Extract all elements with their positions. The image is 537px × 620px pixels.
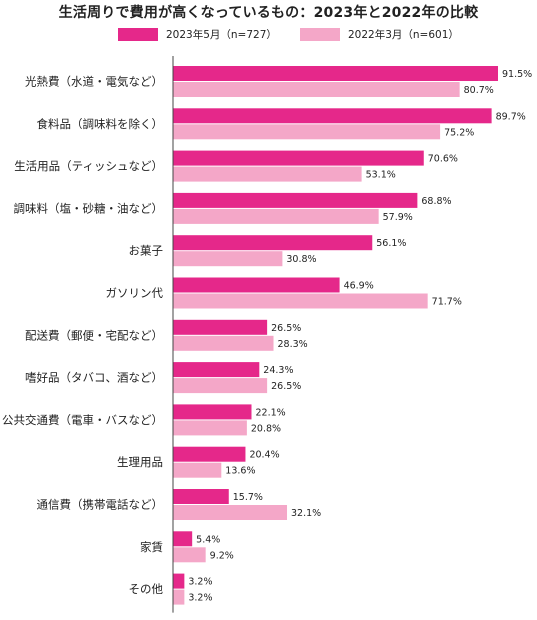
value-label-2022-7: 26.5% <box>271 381 301 392</box>
category-label-10: 通信費（携帯電話など） <box>37 498 164 512</box>
value-label-2023-2: 70.6% <box>428 154 458 165</box>
value-label-2023-8: 22.1% <box>255 407 285 418</box>
value-label-2023-3: 68.8% <box>421 196 451 207</box>
bar-2022-12 <box>173 589 185 605</box>
category-label-11: 家賃 <box>140 540 163 554</box>
category-label-7: 嗜好品（タバコ、酒など） <box>25 371 163 385</box>
category-label-5: ガソリン代 <box>106 286 164 300</box>
bar-2022-4 <box>173 251 283 267</box>
value-label-2023-1: 89.7% <box>496 111 526 122</box>
legend-label-2023: 2023年5月（n=727） <box>166 28 277 41</box>
bar-2023-3 <box>173 192 418 208</box>
value-label-2022-4: 30.8% <box>286 254 316 265</box>
bar-2023-10 <box>173 489 229 504</box>
value-label-2023-7: 24.3% <box>263 365 293 376</box>
bar-2023-1 <box>173 108 492 124</box>
category-label-12: その他 <box>129 582 164 596</box>
value-label-2022-12: 3.2% <box>188 593 212 604</box>
bar-2023-11 <box>173 531 193 547</box>
bar-2023-6 <box>173 319 268 335</box>
chart-title: 生活周りで費用が高くなっているもの：2023年と2022年の比較 <box>58 5 479 21</box>
legend-item-2022: 2022年3月（n=601） <box>300 26 459 42</box>
value-label-2023-9: 20.4% <box>249 450 279 461</box>
bar-2022-1 <box>173 124 441 140</box>
value-label-2022-2: 53.1% <box>366 170 396 181</box>
category-label-8: 公共交通費（電車・バスなど） <box>2 413 163 427</box>
value-label-2022-8: 20.8% <box>251 423 281 434</box>
value-label-2023-10: 15.7% <box>233 492 263 503</box>
legend-swatch-2023 <box>118 27 158 41</box>
legend-swatch-2022 <box>300 27 340 41</box>
value-label-2023-12: 3.2% <box>188 577 212 588</box>
category-label-2: 生活用品（ティッシュなど） <box>14 159 163 173</box>
category-label-3: 調味料（塩・砂糖・油など） <box>14 201 164 215</box>
category-label-1: 食料品（調味料を除く） <box>37 117 164 131</box>
bar-2023-7 <box>173 362 260 378</box>
bar-2023-4 <box>173 235 373 251</box>
value-label-2022-9: 13.6% <box>225 466 255 477</box>
bar-2022-11 <box>173 547 206 563</box>
bar-2023-12 <box>173 573 185 589</box>
category-label-6: 配送費（郵便・宅配など） <box>25 328 163 342</box>
bar-2023-2 <box>173 150 424 166</box>
category-label-9: 生理用品 <box>117 455 163 469</box>
bar-2022-7 <box>173 378 268 394</box>
category-label-0: 光熱費（水道・電気など） <box>25 75 163 89</box>
bar-2022-8 <box>173 420 247 436</box>
bar-2022-9 <box>173 462 222 478</box>
value-label-2022-0: 80.7% <box>464 85 494 96</box>
value-label-2023-5: 46.9% <box>344 281 374 292</box>
legend: 2023年5月（n=727） 2022年3月（n=601） <box>0 26 537 42</box>
value-label-2022-1: 75.2% <box>444 127 474 138</box>
value-label-2023-4: 56.1% <box>376 238 406 249</box>
value-label-2022-6: 28.3% <box>278 339 308 350</box>
bar-2023-5 <box>173 277 340 293</box>
value-label-2022-11: 9.2% <box>210 550 234 561</box>
legend-item-2023: 2023年5月（n=727） <box>118 26 277 42</box>
value-label-2023-6: 26.5% <box>271 323 301 334</box>
value-label-2023-11: 5.4% <box>196 534 220 545</box>
bar-2022-6 <box>173 335 274 351</box>
bar-2022-5 <box>173 293 428 309</box>
value-label-2022-3: 57.9% <box>383 212 413 223</box>
legend-label-2022: 2022年3月（n=601） <box>348 28 459 41</box>
bar-2022-2 <box>173 166 362 182</box>
bar-2022-0 <box>173 82 460 97</box>
value-label-2022-5: 71.7% <box>432 297 462 308</box>
value-label-2022-10: 32.1% <box>291 508 321 519</box>
category-label-4: お菓子 <box>129 244 164 258</box>
bar-2022-10 <box>173 505 288 520</box>
bar-2023-9 <box>173 446 246 462</box>
bar-2023-8 <box>173 404 252 420</box>
bar-2022-3 <box>173 208 379 224</box>
bar-2023-0 <box>173 66 498 81</box>
value-label-2023-0: 91.5% <box>502 69 532 80</box>
